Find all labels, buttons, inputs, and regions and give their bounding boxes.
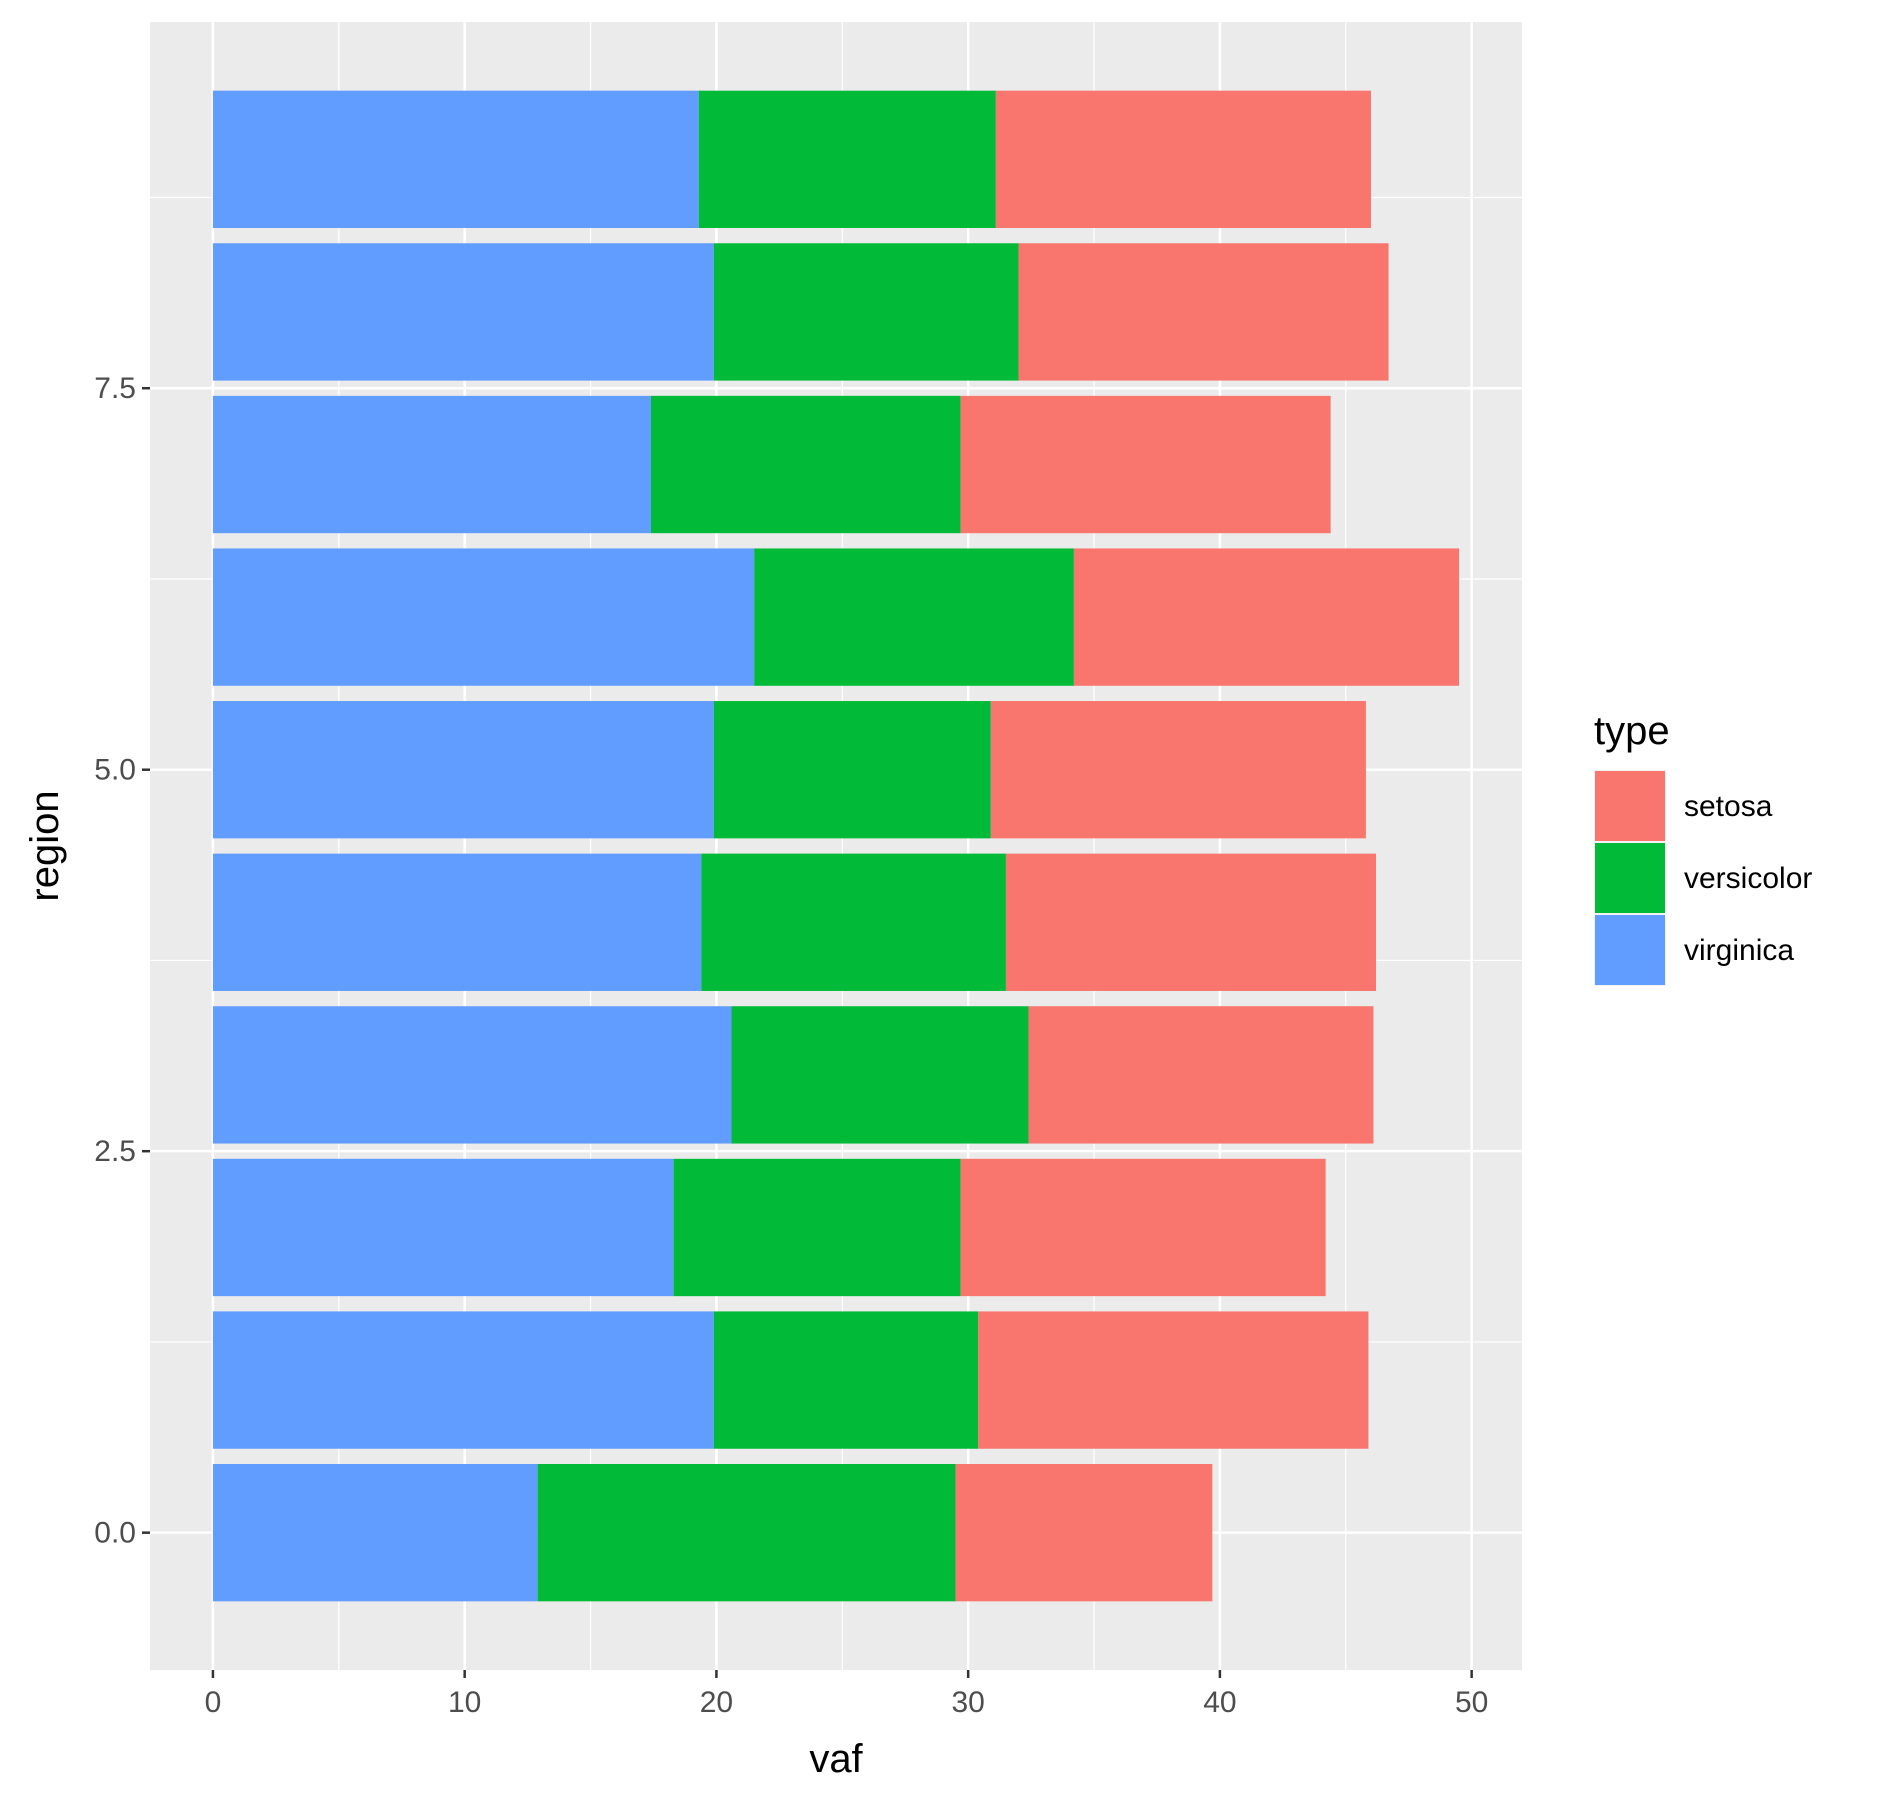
bar-setosa xyxy=(1005,853,1376,991)
y-tick-label: 0.0 xyxy=(94,1517,136,1550)
bar-virginica xyxy=(212,243,714,381)
bar-versicolor xyxy=(713,701,991,839)
bar-virginica xyxy=(212,90,699,229)
bar-versicolor xyxy=(537,1464,956,1602)
x-tick-label: 0 xyxy=(205,1686,222,1719)
bar-setosa xyxy=(955,1464,1213,1602)
bar-setosa xyxy=(960,1158,1326,1297)
bar-virginica xyxy=(212,853,702,991)
bar-versicolor xyxy=(650,395,961,534)
bar-virginica xyxy=(212,1311,714,1449)
y-axis-title: region xyxy=(23,790,67,901)
legend-label-versicolor: versicolor xyxy=(1684,862,1812,895)
bar-virginica xyxy=(212,1464,538,1602)
legend-key-setosa xyxy=(1595,771,1665,841)
x-tick-label: 10 xyxy=(448,1686,481,1719)
x-tick-label: 50 xyxy=(1455,1686,1488,1719)
bar-versicolor xyxy=(713,243,1019,381)
x-axis-title: vaf xyxy=(809,1737,863,1781)
bar-virginica xyxy=(212,1158,674,1297)
bars xyxy=(212,90,1460,1602)
legend-label-virginica: virginica xyxy=(1684,934,1794,967)
bar-versicolor xyxy=(698,90,996,229)
bar-virginica xyxy=(212,548,755,686)
x-axis: 0 10 20 30 40 50 xyxy=(205,1670,1488,1719)
y-axis: 0.0 2.5 5.0 7.5 xyxy=(94,372,150,1550)
bar-virginica xyxy=(212,1006,732,1144)
bar-setosa xyxy=(990,701,1366,839)
bar-virginica xyxy=(212,701,714,839)
x-tick-label: 30 xyxy=(951,1686,984,1719)
bar-setosa xyxy=(995,90,1371,229)
bar-setosa xyxy=(1073,548,1460,686)
bar-setosa xyxy=(1028,1006,1374,1144)
x-tick-label: 40 xyxy=(1203,1686,1236,1719)
bar-virginica xyxy=(212,395,651,534)
y-tick-label: 5.0 xyxy=(94,754,136,787)
y-tick-label: 2.5 xyxy=(94,1135,136,1168)
x-tick-label: 20 xyxy=(700,1686,733,1719)
bar-versicolor xyxy=(731,1006,1029,1144)
legend-key-versicolor xyxy=(1595,843,1665,913)
bar-setosa xyxy=(978,1311,1369,1449)
bar-versicolor xyxy=(701,853,1006,991)
bar-versicolor xyxy=(673,1158,961,1297)
legend-label-setosa: setosa xyxy=(1684,790,1773,823)
bar-versicolor xyxy=(754,548,1074,686)
bar-setosa xyxy=(960,395,1331,534)
bar-versicolor xyxy=(713,1311,979,1449)
legend-key-virginica xyxy=(1595,915,1665,985)
y-tick-label: 7.5 xyxy=(94,372,136,405)
legend: type setosa versicolor virginica xyxy=(1594,709,1812,986)
legend-title: type xyxy=(1594,709,1670,753)
bar-setosa xyxy=(1018,243,1389,381)
